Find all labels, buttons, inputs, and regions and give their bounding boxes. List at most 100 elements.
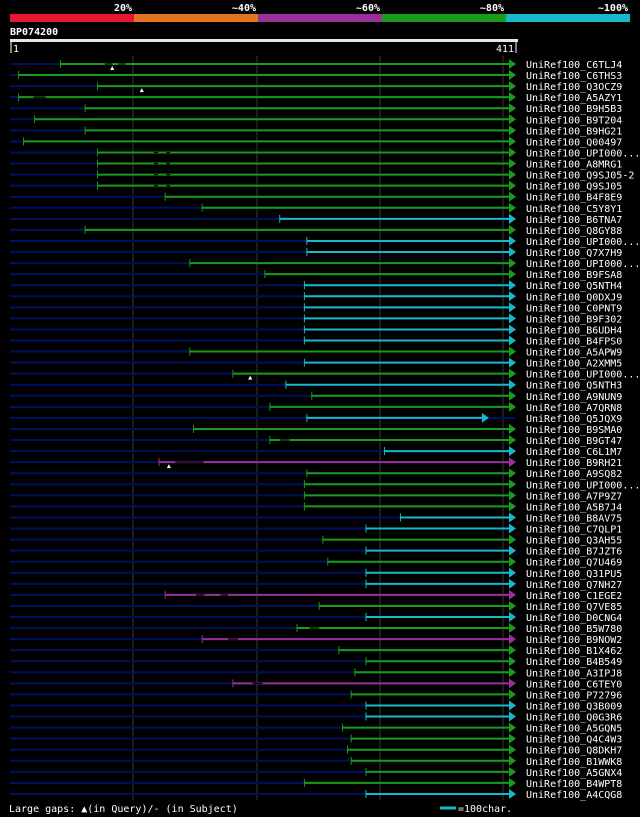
hit-label[interactable]: UniRef100_C6L1M7 [526, 447, 622, 458]
hit-label[interactable]: UniRef100_Q5JQX9 [526, 414, 622, 425]
hit-row[interactable]: UniRef100_Q00497 [10, 136, 622, 148]
hit-row[interactable]: UniRef100_Q7U469 [10, 556, 622, 569]
hit-label[interactable]: UniRef100_Q7VE85 [526, 602, 622, 613]
hit-row[interactable]: UniRef100_B4B549 [10, 656, 622, 668]
hit-row[interactable]: UniRef100_UPI000... [10, 235, 640, 248]
hit-row[interactable]: UniRef100_A5AZY1 [10, 92, 622, 104]
hit-row[interactable]: UniRef100_B9T204 [10, 114, 622, 126]
hit-label[interactable]: UniRef100_B4F8E9 [526, 193, 622, 204]
hit-label[interactable]: UniRef100_B9H5B3 [526, 104, 622, 115]
hit-row[interactable]: UniRef100_B9H5B3 [10, 103, 622, 115]
hit-label[interactable]: UniRef100_B6TNA7 [526, 215, 622, 226]
hit-label[interactable]: UniRef100_C5Y8Y1 [526, 204, 622, 215]
hit-row[interactable]: UniRef100_C6TLJ4 [10, 59, 622, 71]
hit-label[interactable]: UniRef100_C6THS3 [526, 71, 622, 82]
hit-row[interactable]: UniRef100_Q7X7H9 [10, 247, 622, 259]
hit-label[interactable]: UniRef100_A5GNX4 [526, 768, 622, 779]
hit-label[interactable]: UniRef100_A5GQN5 [526, 724, 622, 735]
hit-row[interactable]: UniRef100_A7QRN8 [10, 401, 622, 414]
hit-row[interactable]: UniRef100_C6TEY0 [10, 678, 622, 690]
hit-row[interactable]: UniRef100_C7QLP1 [10, 523, 622, 536]
hit-label[interactable]: UniRef100_Q8GY88 [526, 226, 622, 237]
hit-label[interactable]: UniRef100_Q4C4W3 [526, 735, 622, 746]
hit-label[interactable]: UniRef100_Q8DKH7 [526, 746, 622, 757]
hit-row[interactable]: UniRef100_B9F302 [10, 313, 622, 325]
hit-label[interactable]: UniRef100_Q31PU5 [526, 569, 622, 580]
hit-row[interactable]: UniRef100_B6UDH4 [10, 324, 622, 336]
hit-label[interactable]: UniRef100_C7QLP1 [526, 525, 622, 536]
hit-row[interactable]: UniRef100_A9SQ82 [10, 468, 622, 480]
hit-label[interactable]: UniRef100_B5W780 [526, 624, 622, 635]
hit-label[interactable]: UniRef100_B9NOW2 [526, 635, 622, 646]
hit-row[interactable]: UniRef100_UPI000... [10, 258, 640, 270]
hit-label[interactable]: UniRef100_P72796 [526, 690, 622, 701]
hit-label[interactable]: UniRef100_A2XMM5 [526, 359, 622, 370]
hit-row[interactable]: UniRef100_A3IPJ8 [10, 667, 622, 679]
hit-row[interactable]: UniRef100_B9HG21 [10, 125, 622, 137]
hit-row[interactable]: UniRef100_Q9SJ05-2 [10, 169, 634, 182]
hit-row[interactable]: UniRef100_A5APW9 [10, 346, 622, 359]
hit-label[interactable]: UniRef100_A3IPJ8 [526, 668, 622, 679]
hit-row[interactable]: UniRef100_Q5NTH3 [10, 379, 622, 392]
hit-label[interactable]: UniRef100_B4FPS0 [526, 337, 622, 348]
hit-label[interactable]: UniRef100_UPI000... [526, 148, 640, 159]
hit-label[interactable]: UniRef100_A7P9Z7 [526, 491, 622, 502]
hit-row[interactable]: UniRef100_B9SMA0 [10, 423, 622, 436]
hit-label[interactable]: UniRef100_UPI000... [526, 259, 640, 270]
hit-row[interactable]: UniRef100_B6TNA7 [10, 213, 622, 226]
hit-label[interactable]: UniRef100_Q5NTH3 [526, 381, 622, 392]
hit-label[interactable]: UniRef100_B9RH21 [526, 458, 622, 469]
hit-label[interactable]: UniRef100_Q3AH55 [526, 536, 622, 547]
hit-row[interactable]: UniRef100_Q0DXJ9 [10, 291, 622, 303]
hit-label[interactable]: UniRef100_Q5NTH4 [526, 281, 622, 292]
hit-label[interactable]: UniRef100_A5AZY1 [526, 93, 622, 104]
hit-row[interactable]: UniRef100_Q31PU5 [10, 567, 622, 580]
hit-label[interactable]: UniRef100_Q0DXJ9 [526, 292, 622, 303]
hit-row[interactable]: UniRef100_A5GQN5 [10, 722, 622, 735]
hit-label[interactable]: UniRef100_UPI000... [526, 480, 640, 491]
hit-row[interactable]: UniRef100_Q3B009 [10, 700, 622, 712]
hit-row[interactable]: UniRef100_UPI000... [10, 368, 640, 381]
hit-row[interactable]: UniRef100_C1EGE2 [10, 589, 622, 602]
hit-row[interactable]: UniRef100_Q5JQX9 [10, 412, 622, 425]
hit-label[interactable]: UniRef100_Q7NH27 [526, 580, 622, 591]
hit-row[interactable]: UniRef100_C0PNT9 [10, 302, 622, 314]
hit-label[interactable]: UniRef100_A5B7J4 [526, 502, 622, 513]
hit-row[interactable]: UniRef100_UPI000... [10, 479, 640, 491]
hit-row[interactable]: UniRef100_B1WWK8 [10, 755, 622, 768]
hit-label[interactable]: UniRef100_Q9SJ05 [526, 182, 622, 193]
hit-label[interactable]: UniRef100_Q00497 [526, 137, 622, 148]
hit-row[interactable]: UniRef100_Q5NTH4 [10, 280, 622, 292]
hit-label[interactable]: UniRef100_Q7U469 [526, 558, 622, 569]
hit-row[interactable]: UniRef100_Q8DKH7 [10, 744, 622, 757]
hit-row[interactable]: UniRef100_B4F8E9 [10, 191, 622, 204]
hit-row[interactable]: UniRef100_B5W780 [10, 623, 622, 635]
hit-label[interactable]: UniRef100_A7QRN8 [526, 403, 622, 414]
hit-label[interactable]: UniRef100_B1X462 [526, 646, 622, 657]
hit-row[interactable]: UniRef100_B7JZT6 [10, 545, 622, 558]
hit-label[interactable]: UniRef100_B9SMA0 [526, 425, 622, 436]
hit-label[interactable]: UniRef100_Q9SJ05-2 [526, 171, 634, 182]
hit-row[interactable]: UniRef100_B9FSA8 [10, 269, 622, 281]
hit-label[interactable]: UniRef100_C6TLJ4 [526, 60, 622, 71]
hit-row[interactable]: UniRef100_B9NOW2 [10, 634, 622, 646]
hit-row[interactable]: UniRef100_Q3AH55 [10, 534, 622, 547]
hit-label[interactable]: UniRef100_D0CNG4 [526, 613, 622, 624]
hit-label[interactable]: UniRef100_B7JZT6 [526, 547, 622, 558]
hit-row[interactable]: UniRef100_D0CNG4 [10, 612, 622, 624]
hit-row[interactable]: UniRef100_B9RH21 [10, 457, 622, 469]
hit-row[interactable]: UniRef100_B4WPT8 [10, 777, 622, 790]
hit-label[interactable]: UniRef100_A4CQG8 [526, 790, 622, 801]
hit-row[interactable]: UniRef100_A9NUN9 [10, 390, 622, 403]
hit-label[interactable]: UniRef100_A9SQ82 [526, 469, 622, 480]
hit-label[interactable]: UniRef100_B9F302 [526, 314, 622, 325]
hit-row[interactable]: UniRef100_Q7VE85 [10, 600, 622, 613]
hit-label[interactable]: UniRef100_B8AV75 [526, 513, 622, 524]
hit-row[interactable]: UniRef100_Q7NH27 [10, 578, 622, 591]
hit-row[interactable]: UniRef100_B4FPS0 [10, 335, 622, 348]
hit-row[interactable]: UniRef100_A5B7J4 [10, 501, 622, 513]
hit-label[interactable]: UniRef100_B6UDH4 [526, 325, 622, 336]
hit-label[interactable]: UniRef100_A9NUN9 [526, 392, 622, 403]
hit-label[interactable]: UniRef100_B9HG21 [526, 126, 622, 137]
hit-label[interactable]: UniRef100_Q7X7H9 [526, 248, 622, 259]
